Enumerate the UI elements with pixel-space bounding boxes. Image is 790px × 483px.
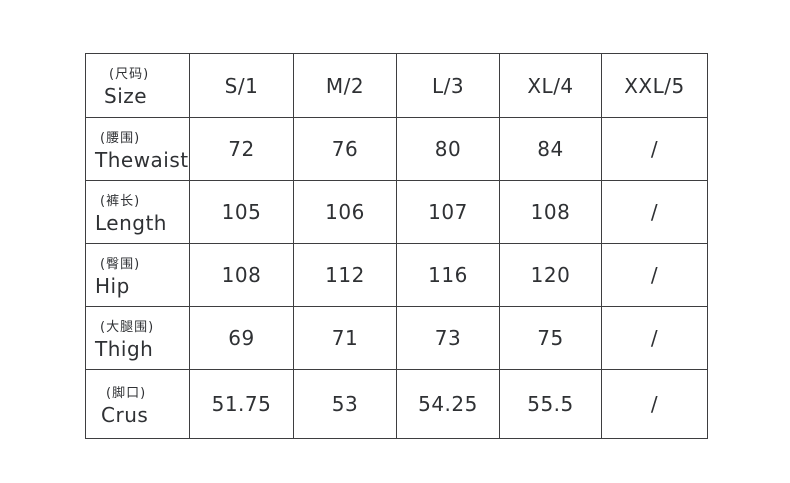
header-label-cn: (尺码) (109, 67, 150, 82)
cell-value: 55.5 (499, 369, 602, 439)
row-label-en: Thewaist (95, 147, 189, 172)
cell-value: 84 (499, 117, 602, 181)
table-row-length: (裤长) Length 105 106 107 108 / (85, 180, 708, 244)
column-header-l: L/3 (396, 53, 500, 118)
cell-value: 72 (189, 117, 294, 181)
table-row-crus: (脚口) Crus 51.75 53 54.25 55.5 / (85, 369, 708, 439)
cell-value: 108 (499, 180, 602, 244)
cell-value: 75 (499, 306, 602, 370)
cell-value: / (601, 117, 708, 181)
cell-value: 120 (499, 243, 602, 307)
header-label-en: Size (104, 84, 148, 108)
row-label-en: Hip (95, 273, 130, 298)
row-label-cn: (腰围) (100, 130, 141, 146)
row-label-cn: (大腿围) (100, 319, 155, 335)
table-row-thigh: (大腿围) Thigh 69 71 73 75 / (85, 306, 708, 370)
row-label-cell: (臀围) Hip (85, 243, 190, 307)
row-label-cell: (腰围) Thewaist (85, 117, 190, 181)
cell-value: / (601, 369, 708, 439)
column-header-xl: XL/4 (499, 53, 602, 118)
cell-value: 105 (189, 180, 294, 244)
cell-value: 106 (293, 180, 397, 244)
cell-value: 54.25 (396, 369, 500, 439)
cell-value: 51.75 (189, 369, 294, 439)
size-chart-table: (尺码) Size S/1 M/2 L/3 XL/4 XXL/5 (腰围) Th… (85, 53, 708, 439)
cell-value: 108 (189, 243, 294, 307)
column-header-xxl: XXL/5 (601, 53, 708, 118)
cell-value: / (601, 243, 708, 307)
table-row-waist: (腰围) Thewaist 72 76 80 84 / (85, 117, 708, 181)
cell-value: / (601, 306, 708, 370)
cell-value: 73 (396, 306, 500, 370)
row-label-cn: (脚口) (106, 385, 147, 401)
cell-value: 80 (396, 117, 500, 181)
cell-value: 116 (396, 243, 500, 307)
cell-value: 112 (293, 243, 397, 307)
column-header-m: M/2 (293, 53, 397, 118)
cell-value: 107 (396, 180, 500, 244)
row-label-cell: (大腿围) Thigh (85, 306, 190, 370)
row-label-cn: (裤长) (100, 193, 141, 209)
header-label-cell: (尺码) Size (85, 53, 190, 118)
row-label-en: Length (95, 210, 167, 235)
row-label-cn: (臀围) (100, 256, 141, 272)
row-label-cell: (脚口) Crus (85, 369, 190, 439)
cell-value: 71 (293, 306, 397, 370)
column-header-s: S/1 (189, 53, 294, 118)
table-row-hip: (臀围) Hip 108 112 116 120 / (85, 243, 708, 307)
header-row: (尺码) Size S/1 M/2 L/3 XL/4 XXL/5 (85, 53, 708, 118)
row-label-en: Crus (101, 402, 149, 427)
cell-value: 69 (189, 306, 294, 370)
row-label-en: Thigh (95, 336, 154, 361)
cell-value: 53 (293, 369, 397, 439)
cell-value: / (601, 180, 708, 244)
row-label-cell: (裤长) Length (85, 180, 190, 244)
cell-value: 76 (293, 117, 397, 181)
